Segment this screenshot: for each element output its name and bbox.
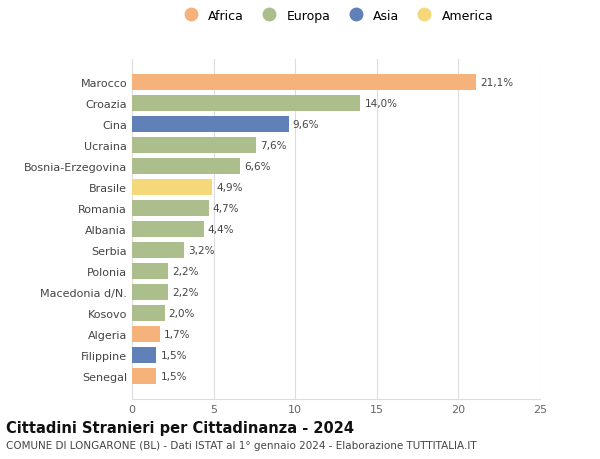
Bar xyxy=(132,222,204,237)
Text: 4,4%: 4,4% xyxy=(208,224,235,235)
Bar xyxy=(132,159,240,174)
Text: 4,9%: 4,9% xyxy=(216,183,242,193)
Bar xyxy=(132,75,476,91)
Text: 7,6%: 7,6% xyxy=(260,141,287,151)
Bar xyxy=(132,117,289,133)
Text: 21,1%: 21,1% xyxy=(481,78,514,88)
Bar xyxy=(132,243,184,258)
Legend: Africa, Europa, Asia, America: Africa, Europa, Asia, America xyxy=(173,5,499,28)
Text: 1,5%: 1,5% xyxy=(161,371,187,381)
Text: 2,2%: 2,2% xyxy=(172,266,199,276)
Text: 1,7%: 1,7% xyxy=(164,329,190,339)
Bar xyxy=(132,96,361,112)
Text: Cittadini Stranieri per Cittadinanza - 2024: Cittadini Stranieri per Cittadinanza - 2… xyxy=(6,420,354,435)
Text: 2,2%: 2,2% xyxy=(172,287,199,297)
Text: 9,6%: 9,6% xyxy=(293,120,319,130)
Text: 3,2%: 3,2% xyxy=(188,246,215,255)
Bar xyxy=(132,201,209,216)
Text: 14,0%: 14,0% xyxy=(365,99,398,109)
Bar xyxy=(132,180,212,196)
Bar xyxy=(132,347,157,363)
Bar xyxy=(132,138,256,154)
Bar xyxy=(132,326,160,342)
Text: 4,7%: 4,7% xyxy=(213,204,239,213)
Text: 1,5%: 1,5% xyxy=(161,350,187,360)
Text: COMUNE DI LONGARONE (BL) - Dati ISTAT al 1° gennaio 2024 - Elaborazione TUTTITAL: COMUNE DI LONGARONE (BL) - Dati ISTAT al… xyxy=(6,440,476,450)
Bar xyxy=(132,285,168,300)
Text: 2,0%: 2,0% xyxy=(169,308,195,318)
Bar xyxy=(132,263,168,279)
Text: 6,6%: 6,6% xyxy=(244,162,270,172)
Bar xyxy=(132,305,164,321)
Bar xyxy=(132,368,157,384)
